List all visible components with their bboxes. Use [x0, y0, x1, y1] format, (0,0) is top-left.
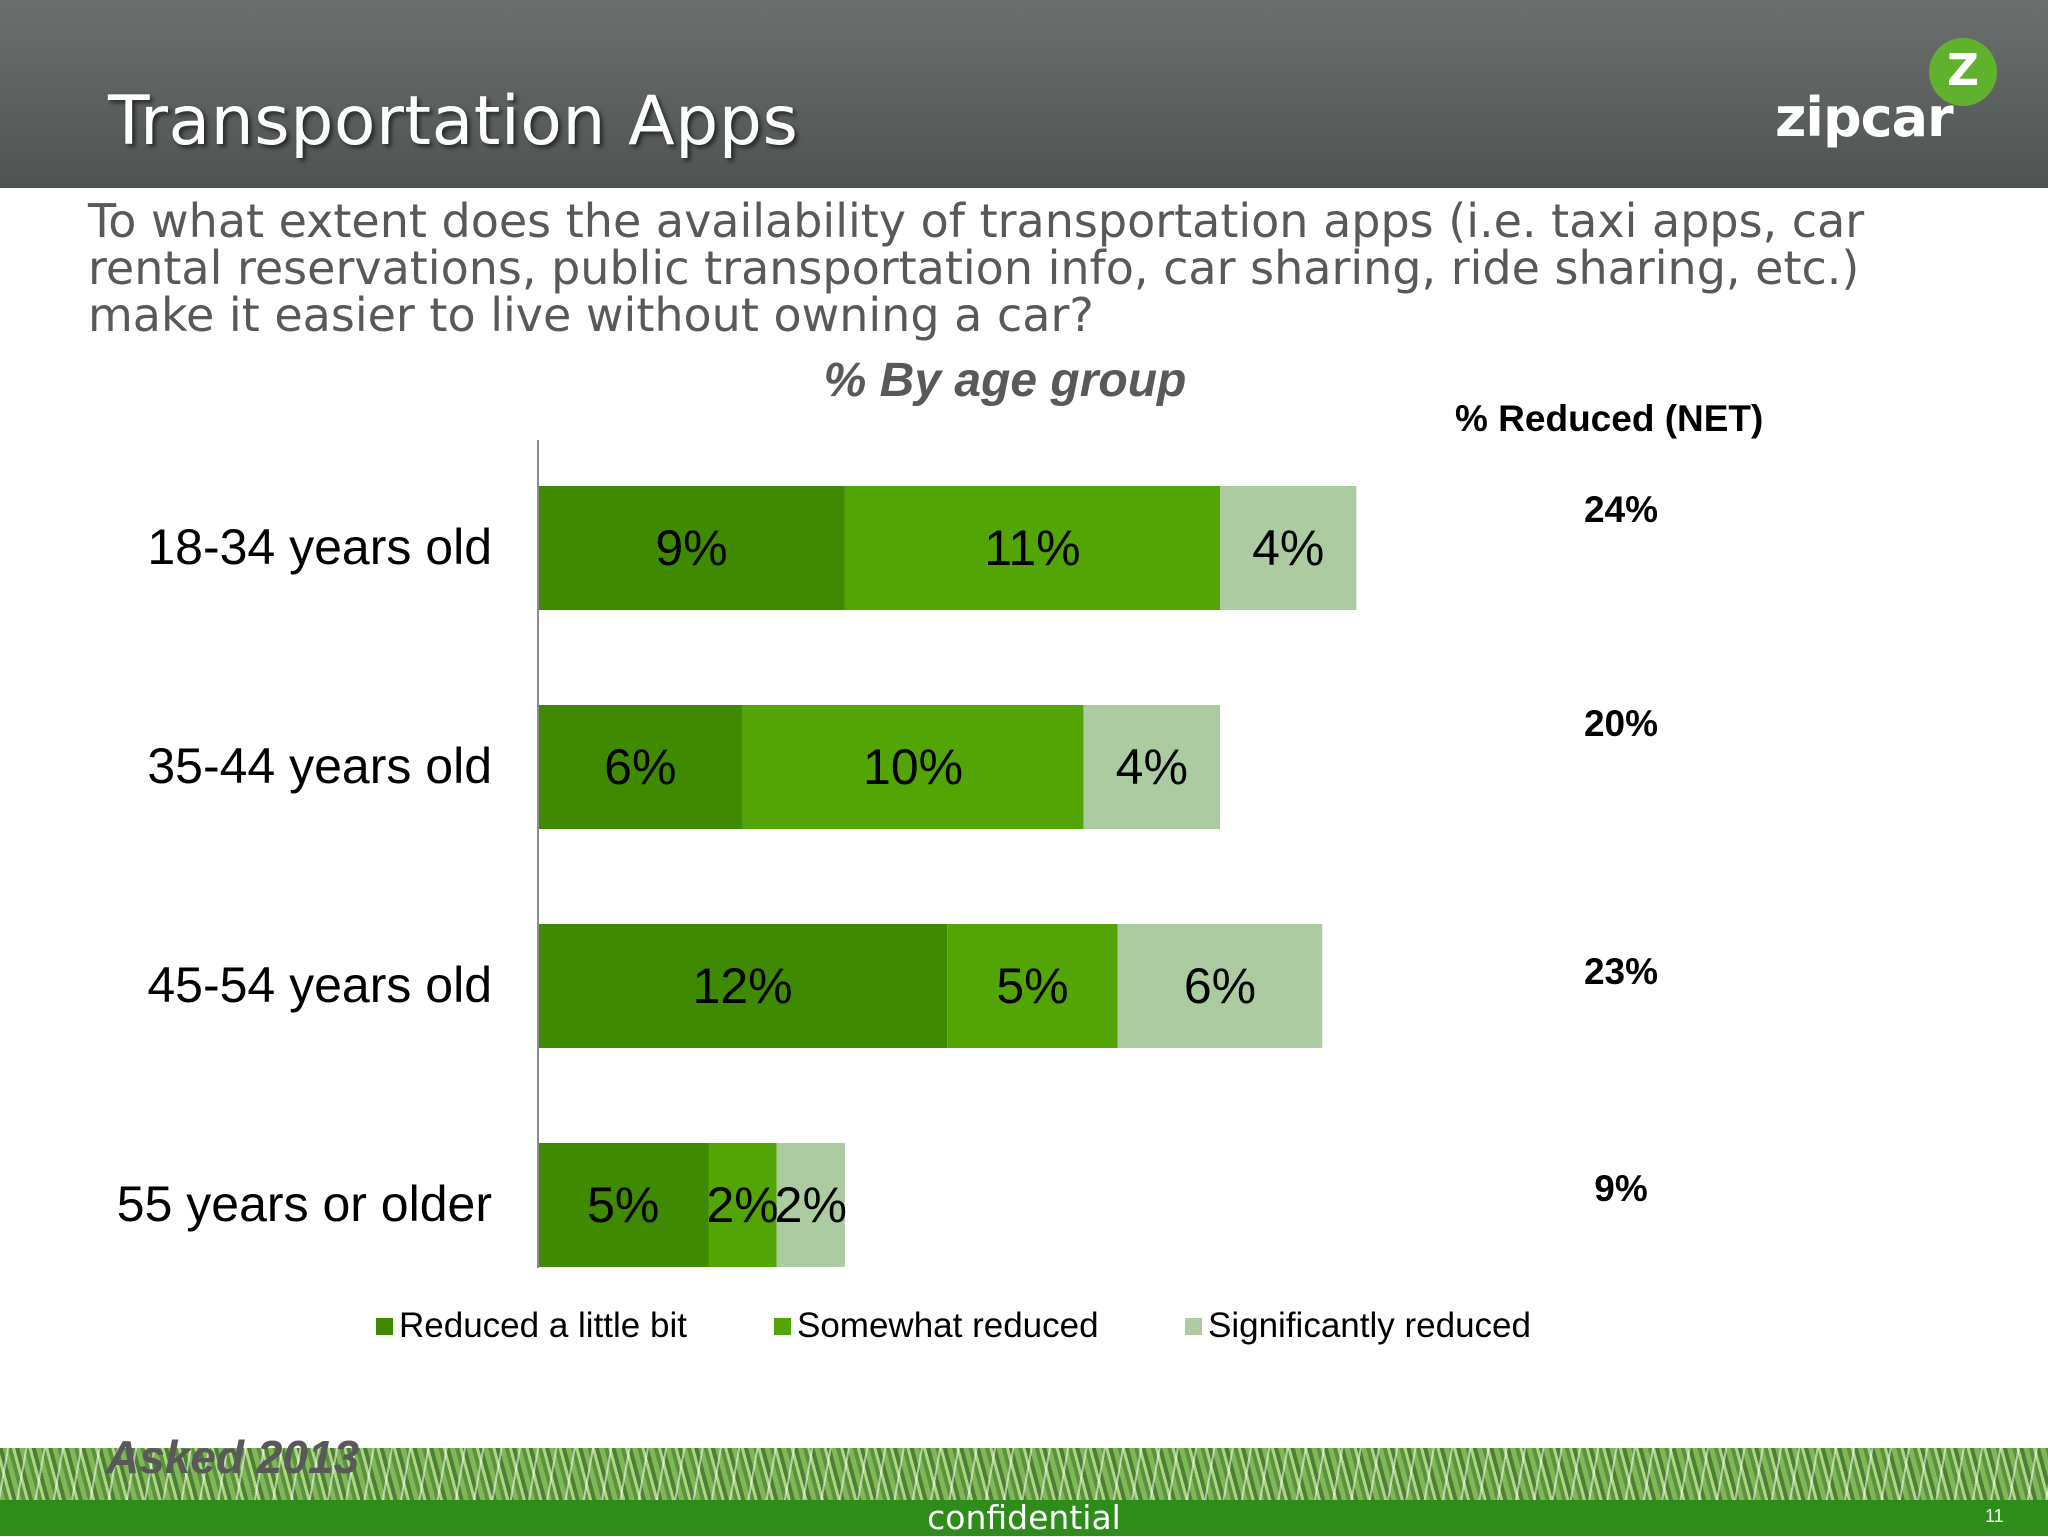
net-value-55-plus: 9%: [1594, 1168, 1648, 1209]
bar-segment: [708, 1143, 777, 1267]
bar-segment: [538, 486, 845, 610]
legend-swatch: [774, 1318, 791, 1335]
legend-label: Reduced a little bit: [399, 1306, 687, 1345]
chart-title: % By age group: [823, 354, 1187, 407]
confidential-label: confidential: [927, 1498, 1121, 1537]
category-label: 35-44 years old: [147, 738, 492, 794]
legend-item: Somewhat reduced: [774, 1306, 1099, 1346]
bar-segment: [1083, 705, 1220, 829]
legend-swatch: [1185, 1318, 1202, 1335]
bar-segment: [1220, 486, 1357, 610]
data-label: 2%: [775, 1177, 847, 1233]
data-label: 2%: [706, 1177, 778, 1233]
legend-item: Significantly reduced: [1185, 1306, 1531, 1346]
footer-bar: [0, 1500, 2048, 1536]
bar-segment: [538, 924, 948, 1048]
zipcar-badge-icon: Z: [1929, 38, 1997, 106]
survey-question: To what extent does the availability of …: [88, 194, 1865, 342]
bar-segment: [947, 924, 1118, 1048]
bar-segment: [538, 705, 743, 829]
category-label: 18-34 years old: [147, 519, 492, 575]
data-label: 5%: [996, 958, 1068, 1014]
net-header: % Reduced (NET): [1455, 398, 1764, 439]
category-label: 45-54 years old: [147, 957, 492, 1013]
slide-title: Transportation Apps: [108, 82, 799, 161]
legend-item: Reduced a little bit: [376, 1306, 687, 1346]
grass-strip: [0, 1448, 2048, 1500]
legend-label: Significantly reduced: [1208, 1306, 1531, 1345]
bar-segment: [844, 486, 1220, 610]
page-number: 11: [1985, 1506, 2004, 1526]
bar-segment: [742, 705, 1084, 829]
header-bar: [0, 0, 2048, 188]
logo-dot: [1932, 126, 1938, 132]
bar-segment: [538, 1143, 709, 1267]
data-label: 12%: [693, 958, 793, 1014]
data-label: 5%: [587, 1177, 659, 1233]
asked-note: Asked 2013: [106, 1431, 360, 1483]
legend-label: Somewhat reduced: [797, 1306, 1099, 1345]
data-label: 6%: [1184, 958, 1256, 1014]
category-label: 55 years or older: [117, 1176, 492, 1232]
bar-segment: [1117, 924, 1323, 1048]
data-label: 4%: [1116, 739, 1188, 795]
data-label: 11%: [984, 520, 1080, 576]
data-label: 9%: [655, 520, 727, 576]
net-value-45-54: 23%: [1583, 951, 1659, 992]
net-value-35-44: 20%: [1583, 703, 1659, 744]
bar-segment: [776, 1143, 845, 1267]
data-label: 6%: [604, 739, 676, 795]
data-label: 10%: [863, 739, 963, 795]
net-value-18-34: 24%: [1583, 489, 1659, 530]
data-label: 4%: [1252, 520, 1324, 576]
zipcar-logo: zipcar: [1775, 86, 1954, 149]
legend-swatch: [376, 1318, 393, 1335]
